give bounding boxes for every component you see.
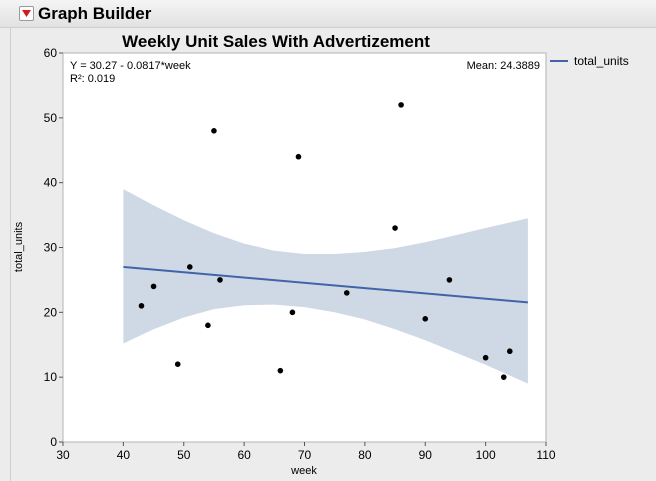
fit-line xyxy=(123,265,528,304)
x-tick-label: 40 xyxy=(117,448,131,462)
data-point xyxy=(446,277,453,283)
legend: total_units xyxy=(550,54,629,68)
fit-mean: Mean: 24.3889 xyxy=(467,60,540,72)
y-tick-label: 30 xyxy=(44,241,58,255)
x-tick-label: 80 xyxy=(358,448,372,462)
legend-entry: total_units xyxy=(574,54,629,68)
x-tick-label: 100 xyxy=(476,448,496,462)
data-point xyxy=(398,102,404,108)
y-tick-label: 60 xyxy=(44,46,58,60)
data-point xyxy=(295,153,302,160)
data-point xyxy=(217,277,223,283)
y-tick-label: 50 xyxy=(44,111,58,125)
legend-line-swatch xyxy=(550,60,568,62)
data-point xyxy=(138,303,145,309)
data-point xyxy=(205,322,211,329)
outline-rule xyxy=(10,28,11,481)
window-titlebar: Graph Builder xyxy=(0,0,656,28)
data-point xyxy=(482,354,489,361)
x-tick-label: 110 xyxy=(536,448,555,462)
x-tick-label: 70 xyxy=(298,448,312,462)
data-point xyxy=(150,283,157,290)
data-point xyxy=(392,225,398,231)
x-axis-label: week xyxy=(290,465,317,477)
x-tick-label: 90 xyxy=(419,448,433,462)
y-tick-label: 10 xyxy=(44,370,58,384)
data-point xyxy=(186,264,193,270)
data-point xyxy=(343,290,350,296)
y-tick-label: 20 xyxy=(44,305,58,319)
red-triangle-down-icon[interactable] xyxy=(19,6,34,21)
y-tick-label: 0 xyxy=(50,435,57,449)
x-tick-label: 60 xyxy=(237,448,251,462)
data-point xyxy=(289,309,296,316)
x-tick-label: 30 xyxy=(56,448,70,462)
data-point xyxy=(174,361,181,368)
y-tick-label: 40 xyxy=(44,176,58,190)
data-point xyxy=(506,348,513,355)
y-axis-label: total_units xyxy=(13,221,25,272)
data-point xyxy=(277,367,284,374)
data-point xyxy=(500,374,507,380)
confidence-band xyxy=(123,189,528,384)
data-point xyxy=(422,316,429,322)
fit-r-squared: R²: 0.019 xyxy=(70,73,115,85)
data-point xyxy=(211,128,217,134)
x-tick-label: 50 xyxy=(177,448,191,462)
app-title: Graph Builder xyxy=(38,3,152,23)
chart-title: Weekly Unit Sales With Advertizement xyxy=(122,32,430,51)
fit-equation: Y = 30.27 - 0.0817*week xyxy=(70,60,191,72)
